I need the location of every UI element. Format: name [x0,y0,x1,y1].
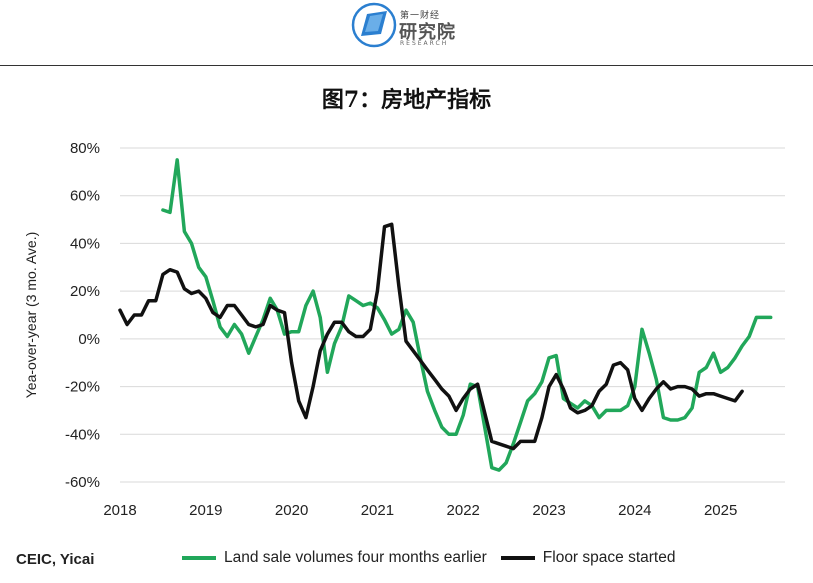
y-tick-label: 60% [70,188,100,205]
chart-title: 图7：房地产指标 [321,87,492,113]
logo-text-yicai: 第一财经 [400,11,441,21]
x-tick-label: 2022 [447,502,480,519]
y-tick-label: -40% [65,426,100,443]
legend-swatch-black [500,556,535,560]
source-label: CEIC, Yicai [16,551,95,568]
y-tick-label: -20% [65,379,100,396]
y-tick-label: 20% [70,283,100,300]
series-line-land-sale [161,158,773,472]
y-tick-label: 0% [78,331,100,348]
legend-swatch-green [182,556,216,560]
legend-label-floor-space: Floor space started [542,549,676,566]
header-divider [0,65,813,66]
legend-item-land-sale: Land sale volumes four months earlier [182,549,487,567]
logo-emblem-icon [351,2,397,48]
x-tick-label: 2024 [618,502,651,519]
logo-text-research-cn: 研究院 [399,22,456,43]
x-tick-label: 2023 [532,502,565,519]
y-tick-label: -60% [65,474,100,491]
chart-legend: Land sale volumes four months earlier Fl… [182,549,689,567]
y-tick-label: 40% [70,235,100,252]
yicai-research-logo: 第一财经 研究院 RESEARCH [351,2,466,52]
x-tick-label: 2019 [189,502,222,519]
x-tick-label: 2018 [103,502,136,519]
series-line-floor-space [118,222,744,451]
legend-item-floor-space: Floor space started [500,549,676,567]
x-tick-label: 2025 [704,502,737,519]
legend-label-land-sale: Land sale volumes four months earlier [224,549,487,566]
logo-text-research-en: RESEARCH [400,40,449,47]
y-axis-label: Yea-over-year (3 mo. Ave.) [23,232,39,399]
x-tick-label: 2021 [361,502,394,519]
x-tick-label: 2020 [275,502,308,519]
y-tick-label: 80% [70,140,100,157]
